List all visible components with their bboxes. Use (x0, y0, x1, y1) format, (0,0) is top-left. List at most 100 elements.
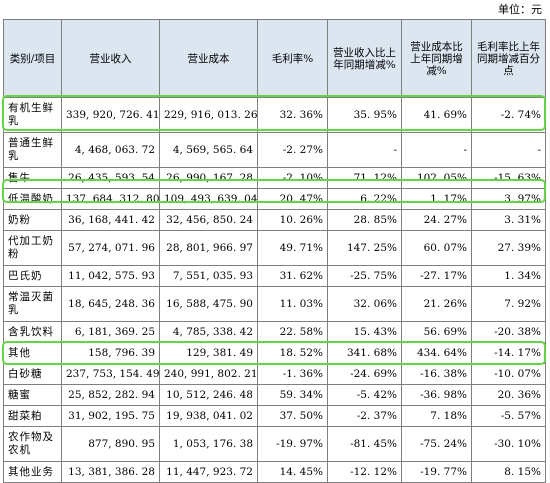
row-name: 含乳饮料 (3, 321, 62, 343)
header-cost: 营业成本 (159, 19, 258, 98)
row-cost: 10, 512, 246. 48 (159, 384, 258, 406)
row-revenue: 6, 181, 369. 25 (61, 321, 160, 343)
row-cost: 1, 053, 176. 38 (159, 426, 258, 462)
row-margin-yoy: 3. 31% (471, 209, 546, 231)
table-row: 白砂糖 237, 753, 154. 49 240, 991, 802. 21 … (3, 363, 546, 385)
row-cost: 32, 456, 850. 24 (159, 209, 258, 231)
row-name: 白砂糖 (3, 363, 62, 385)
row-revenue-yoy: 147. 25% (327, 230, 402, 266)
row-margin-yoy: 20. 36% (471, 384, 546, 406)
row-margin-yoy: -14. 17% (471, 342, 546, 364)
table-row: 含乳饮料 6, 181, 369. 25 4, 785, 338. 42 22.… (3, 321, 546, 343)
row-revenue-yoy: -24. 69% (327, 363, 402, 385)
row-name: 糖蜜 (3, 384, 62, 406)
row-cost-yoy: 7. 18% (401, 405, 472, 427)
row-revenue: 31, 902, 195. 75 (61, 405, 160, 427)
row-margin: 20. 47% (257, 188, 328, 210)
table-row: 有机生鲜乳 339, 920, 726. 41 229, 916, 013. 2… (3, 97, 546, 133)
row-revenue: 877, 890. 95 (61, 426, 160, 462)
row-name: 有机生鲜乳 (3, 97, 62, 133)
row-revenue-yoy: 28. 85% (327, 209, 402, 231)
row-cost-yoy: 56. 69% (401, 321, 472, 343)
row-cost-yoy: -75. 24% (401, 426, 472, 462)
row-margin: -1. 36% (257, 363, 328, 385)
row-margin-yoy: -5. 57% (471, 405, 546, 427)
row-margin: 49. 71% (257, 230, 328, 266)
row-margin: -2. 27% (257, 132, 328, 168)
row-revenue-yoy: -25. 75% (327, 265, 402, 287)
row-revenue-yoy: 71. 12% (327, 167, 402, 189)
row-revenue: 25, 852, 282. 94 (61, 384, 160, 406)
row-name: 售牛 (3, 167, 62, 189)
row-margin-yoy: -20. 38% (471, 321, 546, 343)
row-revenue-yoy: 35. 95% (327, 97, 402, 133)
row-margin: 59. 34% (257, 384, 328, 406)
row-revenue-yoy: -12. 12% (327, 461, 402, 483)
row-name: 其他 (3, 342, 62, 364)
table-row: 农作物及农机 877, 890. 95 1, 053, 176. 38 -19.… (3, 426, 546, 462)
row-cost-yoy: - (401, 132, 472, 168)
row-cost-yoy: 102. 05% (401, 167, 472, 189)
unit-label: 单位：元 (498, 3, 542, 16)
row-name: 农作物及农机 (3, 426, 62, 462)
row-cost: 19, 938, 041. 02 (159, 405, 258, 427)
row-cost-yoy: 434. 64% (401, 342, 472, 364)
row-cost-yoy: -36. 98% (401, 384, 472, 406)
row-name: 巴氏奶 (3, 265, 62, 287)
row-margin: -2. 10% (257, 167, 328, 189)
row-margin: 10. 26% (257, 209, 328, 231)
row-cost-yoy: 41. 69% (401, 97, 472, 133)
row-revenue: 13, 381, 386. 28 (61, 461, 160, 483)
table-row: 巴氏奶 11, 042, 575. 93 7, 551, 035. 93 31.… (3, 265, 546, 287)
revenue-table: 类别/项目 营业收入 营业成本 毛利率% 营业收入比上年同期增减% 营业成本比上… (3, 19, 546, 483)
row-margin: 22. 58% (257, 321, 328, 343)
row-margin-yoy: 8. 15% (471, 461, 546, 483)
table-row: 低温酸奶 137, 684, 312. 80 109, 493, 639. 04… (3, 188, 546, 210)
row-name: 低温酸奶 (3, 188, 62, 210)
row-margin-yoy: - (471, 132, 546, 168)
row-revenue: 237, 753, 154. 49 (61, 363, 160, 385)
row-revenue: 158, 796. 39 (61, 342, 160, 364)
row-revenue: 339, 920, 726. 41 (61, 97, 160, 133)
row-cost: 7, 551, 035. 93 (159, 265, 258, 287)
row-revenue-yoy: - (327, 132, 402, 168)
header-category: 类别/项目 (3, 19, 62, 98)
header-cost-yoy: 营业成本比上年同期增减% (401, 19, 472, 98)
row-cost: 11, 447, 923. 72 (159, 461, 258, 483)
row-cost-yoy: -19. 77% (401, 461, 472, 483)
table-row: 代加工奶粉 57, 274, 071. 96 28, 801, 966. 97 … (3, 230, 546, 266)
table-row: 常温灭菌乳 18, 645, 248. 36 16, 588, 475. 90 … (3, 286, 546, 322)
row-margin: 18. 52% (257, 342, 328, 364)
row-revenue: 137, 684, 312. 80 (61, 188, 160, 210)
table-header-row: 类别/项目 营业收入 营业成本 毛利率% 营业收入比上年同期增减% 营业成本比上… (3, 19, 546, 98)
row-margin-yoy: 7. 92% (471, 286, 546, 322)
table-row: 售牛 26, 435, 593. 54 26, 990, 167. 28 -2.… (3, 167, 546, 189)
row-revenue-yoy: -5. 42% (327, 384, 402, 406)
row-revenue-yoy: 341. 68% (327, 342, 402, 364)
table-row: 其他业务 13, 381, 386. 28 11, 447, 923. 72 1… (3, 461, 546, 483)
row-margin-yoy: -2. 74% (471, 97, 546, 133)
row-cost: 4, 569, 565. 64 (159, 132, 258, 168)
row-revenue-yoy: 32. 06% (327, 286, 402, 322)
row-revenue: 26, 435, 593. 54 (61, 167, 160, 189)
row-margin: 37. 50% (257, 405, 328, 427)
row-cost-yoy: 60. 07% (401, 230, 472, 266)
row-cost-yoy: -27. 17% (401, 265, 472, 287)
row-margin: 14. 45% (257, 461, 328, 483)
row-revenue-yoy: -81. 45% (327, 426, 402, 462)
row-revenue-yoy: 6. 22% (327, 188, 402, 210)
row-cost-yoy: 1. 17% (401, 188, 472, 210)
row-margin-yoy: -30. 10% (471, 426, 546, 462)
row-margin-yoy: 27. 39% (471, 230, 546, 266)
table-row: 奶粉 36, 168, 441. 42 32, 456, 850. 24 10.… (3, 209, 546, 231)
row-revenue: 57, 274, 071. 96 (61, 230, 160, 266)
row-margin: 11. 03% (257, 286, 328, 322)
row-cost-yoy: 21. 26% (401, 286, 472, 322)
row-cost: 26, 990, 167. 28 (159, 167, 258, 189)
table-row: 普通生鲜乳 4, 468, 063. 72 4, 569, 565. 64 -2… (3, 132, 546, 168)
row-revenue-yoy: -2. 37% (327, 405, 402, 427)
header-revenue: 营业收入 (61, 19, 160, 98)
row-cost: 240, 991, 802. 21 (159, 363, 258, 385)
table-row: 其他 158, 796. 39 129, 381. 49 18. 52% 341… (3, 342, 546, 364)
row-margin: -19. 97% (257, 426, 328, 462)
